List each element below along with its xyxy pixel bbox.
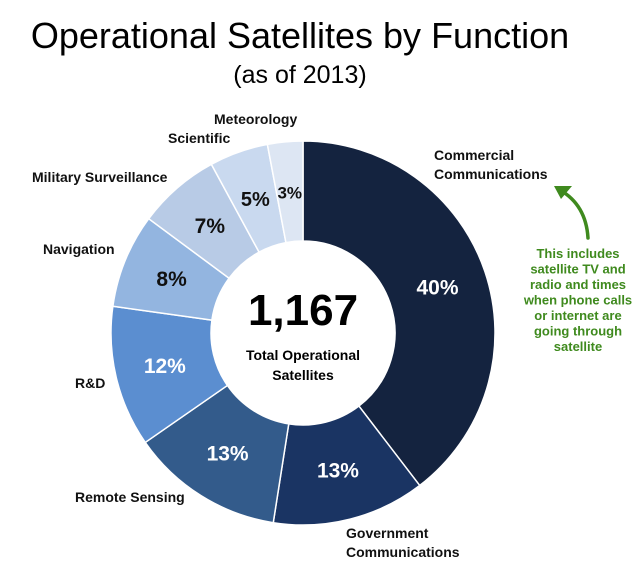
category-label-navigation: Navigation: [43, 241, 115, 257]
category-label-meteorology: Meteorology: [214, 111, 297, 127]
category-label-r-d: R&D: [75, 375, 105, 391]
slice-meteorology: [266, 140, 304, 244]
arrow-head-icon: [554, 186, 572, 199]
annotation-line: going through: [534, 324, 622, 339]
center-label-line-1: Total Operational: [246, 347, 360, 363]
category-label-commercial-communications: Communications: [434, 166, 548, 182]
category-label-remote-sensing: Remote Sensing: [75, 489, 185, 505]
donut-slices: [110, 140, 496, 526]
center-total-value: 1,167: [248, 286, 358, 335]
annotation-line: or internet are: [534, 308, 621, 323]
annotation-line: This includes: [536, 246, 619, 261]
slice-commercial-communications: [302, 140, 496, 487]
category-labels: Commercial Communications Government Commun…: [32, 111, 548, 560]
annotation-line: satellite TV and: [530, 262, 625, 277]
percent-label-military-surveillance: 7%: [195, 215, 226, 238]
curved-arrow-icon: [558, 188, 590, 240]
category-label-commercial-communications: Commercial: [434, 147, 514, 163]
chart-subtitle: (as of 2013): [233, 61, 366, 89]
category-label-scientific: Scientific: [168, 130, 230, 146]
percent-label-navigation: 8%: [156, 268, 187, 291]
percent-label-government-communications: 13%: [317, 460, 359, 483]
percent-label-meteorology: 3%: [277, 184, 302, 203]
annotation-line: when phone calls: [523, 293, 632, 308]
center-label-line-2: Satellites: [272, 367, 334, 383]
annotation-line: radio and times: [530, 277, 626, 292]
percent-label-scientific: 5%: [241, 189, 270, 211]
percent-labels: 40% 13% 13% 12% 8% 7% 5% 3%: [144, 184, 459, 483]
percent-label-remote-sensing: 13%: [207, 442, 249, 465]
percent-label-r-d: 12%: [144, 355, 186, 378]
category-label-military-surveillance: Military Surveillance: [32, 169, 168, 185]
percent-label-commercial-communications: 40%: [416, 276, 458, 299]
annotation-line: satellite: [554, 339, 602, 354]
category-label-government-communications: Communications: [346, 544, 460, 560]
chart-title: Operational Satellites by Function: [31, 15, 569, 56]
category-label-government-communications: Government: [346, 525, 429, 541]
